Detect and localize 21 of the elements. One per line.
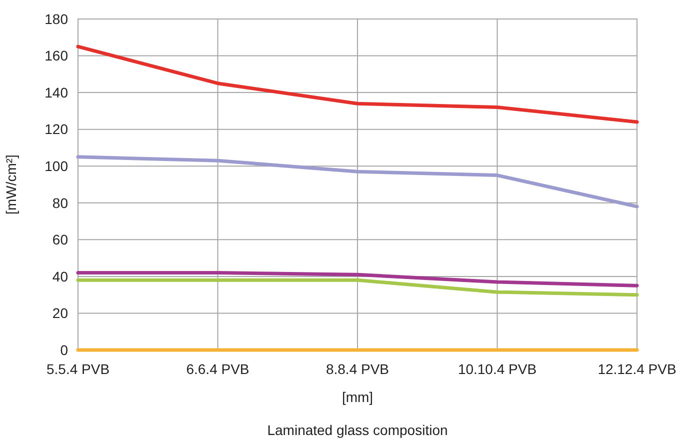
y-tick-label: 60 [52,232,68,248]
x-tick-label: 10.10.4 PVB [458,361,537,377]
x-axis-title: [mm] [342,389,374,405]
x-tick-label: 6.6.4 PVB [186,361,250,377]
line-series [76,44,639,124]
y-tick-label: 80 [52,194,68,211]
line-series [76,271,639,288]
y-tick-label: 40 [52,268,68,284]
text: Laminated glass composition [267,422,448,438]
line-series [76,155,639,208]
x-tick-label: 12.12.4 PVB [598,361,676,377]
y-tick-label: 140 [44,84,68,100]
y-tick-label: 0 [60,342,68,358]
y-tick-label: 180 [44,10,68,27]
x-tick-label: 8.8.4 PVB [326,361,390,377]
y-tick-label: 20 [52,305,68,322]
y-axis-title: [mW/cm²] [3,154,19,214]
x-tick-label: 5.5.4 PVB [46,361,110,377]
y-tick-label: 120 [44,121,68,138]
y-tick-label: 100 [44,158,68,174]
y-tick-label: 160 [44,48,68,64]
